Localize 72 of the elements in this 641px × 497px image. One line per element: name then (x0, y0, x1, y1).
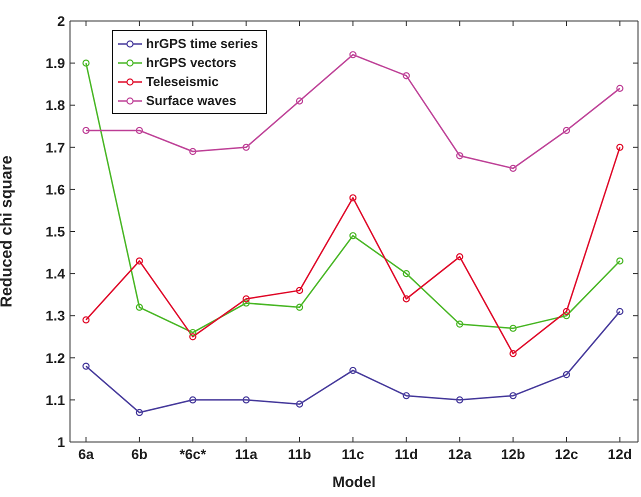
legend-label: hrGPS time series (146, 35, 258, 53)
point (402, 392, 410, 400)
point (242, 396, 250, 404)
point (509, 164, 517, 172)
legend-label: Teleseismic (146, 73, 219, 91)
point (562, 126, 570, 134)
y-tick-label: 2 (57, 12, 66, 29)
legend-label: hrGPS vectors (146, 54, 236, 72)
y-tick-label: 1.1 (46, 392, 66, 408)
point (562, 312, 570, 320)
point (296, 286, 304, 294)
point (242, 299, 250, 307)
point (402, 72, 410, 80)
point (189, 333, 196, 340)
y-tick-label: 1.9 (46, 55, 66, 72)
y-tick-label: 1.2 (46, 350, 66, 366)
point (616, 84, 624, 92)
x-tick-label: 11a (234, 446, 258, 462)
y-axis-title: Reduced chi square (0, 155, 16, 308)
point (136, 408, 143, 416)
x-tick-label: *6c* (180, 446, 207, 462)
point (349, 51, 357, 58)
point (349, 232, 357, 240)
point (296, 400, 304, 408)
point (136, 126, 143, 134)
legend-label: Surface waves (146, 92, 236, 110)
x-tick-label: 11b (288, 446, 312, 462)
point (136, 304, 143, 311)
x-tick-label: 11d (394, 446, 418, 462)
point (616, 144, 624, 151)
point (189, 328, 196, 336)
point (189, 148, 196, 156)
point (509, 392, 517, 400)
point (242, 295, 250, 302)
point (456, 320, 464, 328)
x-tick-label: 12b (501, 446, 526, 462)
x-tick-label: 6a (78, 446, 94, 462)
point (456, 396, 464, 404)
x-axis-title: Model (332, 474, 376, 491)
point (402, 295, 410, 302)
point (82, 126, 90, 134)
x-tick-label: 12c (554, 446, 578, 462)
point (509, 350, 517, 358)
point (616, 308, 624, 316)
y-tick-label: 1.8 (46, 97, 66, 114)
y-tick-label: 1.5 (46, 223, 66, 240)
point (616, 257, 624, 265)
y-tick-label: 1 (57, 434, 66, 450)
point (349, 194, 357, 202)
point (82, 316, 90, 324)
y-tick-label: 1.4 (46, 266, 66, 282)
x-tick-label: 6b (131, 446, 148, 462)
point (562, 371, 570, 378)
x-tick-label: 11c (342, 446, 364, 462)
point (509, 324, 517, 332)
point (402, 270, 410, 278)
y-tick-label: 1.6 (46, 181, 66, 198)
point (82, 362, 90, 370)
point (296, 97, 304, 105)
point (456, 253, 464, 260)
point (189, 396, 196, 404)
point (136, 257, 143, 265)
x-tick-label: 12a (448, 446, 472, 462)
point (242, 144, 250, 151)
point (562, 308, 570, 316)
x-tick-label: 12d (608, 446, 632, 462)
point (456, 152, 464, 160)
point (82, 60, 90, 67)
point (349, 366, 357, 374)
y-tick-label: 1.3 (46, 308, 66, 324)
point (296, 304, 304, 311)
y-tick-label: 1.7 (46, 139, 66, 156)
